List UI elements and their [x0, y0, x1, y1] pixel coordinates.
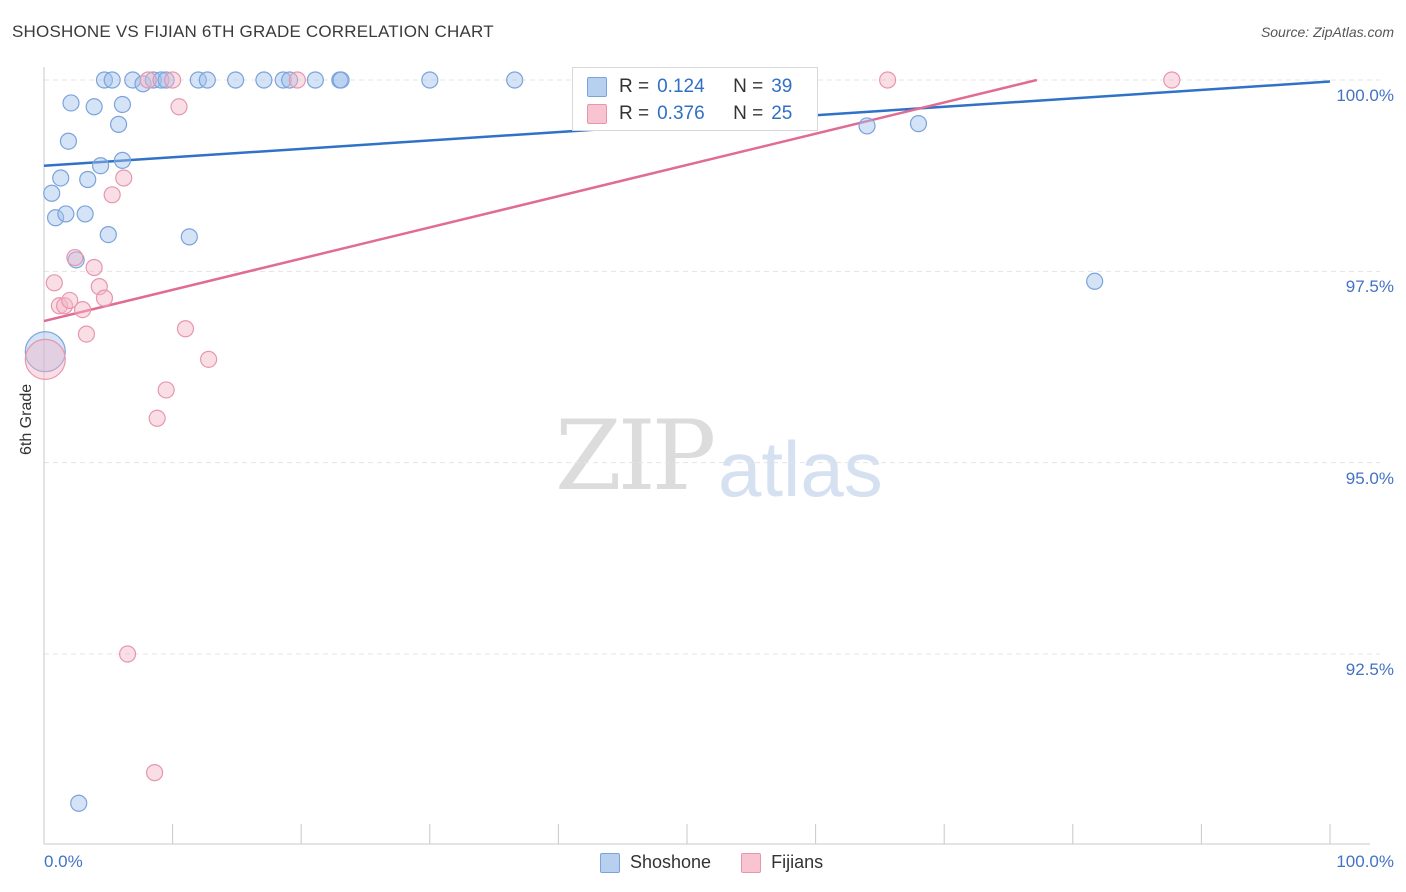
fijians-point	[115, 169, 133, 187]
legend-n-label: N =	[733, 76, 764, 97]
shoshone-point	[909, 115, 928, 133]
fijians-point	[45, 274, 63, 292]
chart-title: SHOSHONE VS FIJIAN 6TH GRADE CORRELATION…	[12, 22, 494, 41]
legend-label-shoshone: Shoshone	[630, 852, 712, 872]
shoshone-point	[198, 71, 216, 89]
shoshone-point	[79, 170, 97, 189]
shoshone-point	[99, 225, 117, 244]
legend-n-value: 25	[771, 103, 793, 124]
legend-r-value: 0.124	[657, 76, 705, 97]
shoshone-point	[421, 71, 439, 89]
fijians-point	[170, 98, 188, 116]
shoshone-point	[52, 169, 70, 187]
shoshone-point	[57, 205, 75, 223]
shoshone-point	[91, 157, 110, 175]
y-tick-label: 97.5%	[1345, 277, 1394, 297]
source-label: Source: ZipAtlas.com	[1260, 24, 1394, 40]
shoshone-point	[85, 98, 103, 116]
fijians-point	[103, 186, 121, 204]
shoshone-point	[70, 794, 88, 812]
fijians-point	[288, 71, 306, 89]
legend-n-label: N =	[733, 103, 764, 124]
shoshone-point	[227, 71, 245, 89]
shoshone-point	[255, 71, 273, 89]
fijians-point	[50, 297, 69, 315]
fijians-point	[118, 645, 137, 663]
shoshone-point	[109, 115, 128, 133]
x-tick-label-max: 100.0%	[1336, 852, 1394, 871]
shoshone-point	[858, 117, 876, 135]
fijians-point	[1163, 71, 1181, 89]
fijians-point	[157, 381, 175, 399]
legend-swatch-shoshone	[600, 852, 620, 873]
shoshone-point	[332, 71, 350, 89]
shoshone-point	[506, 71, 524, 89]
shoshone-point	[1086, 272, 1104, 290]
data-points	[24, 71, 1181, 812]
legend-swatch-fijians	[587, 104, 607, 124]
fijians-point	[24, 338, 66, 380]
fijians-point	[73, 301, 92, 319]
y-tick-label: 100.0%	[1336, 86, 1394, 105]
shoshone-point	[113, 95, 132, 114]
fijians-point	[85, 258, 103, 277]
fijians-point	[95, 289, 114, 307]
fijians-point	[77, 325, 96, 343]
fijians-point	[148, 409, 166, 427]
watermark-atlas: atlas	[718, 425, 883, 513]
y-tick-label: 92.5%	[1345, 660, 1394, 679]
fijians-point	[66, 248, 84, 267]
fijians-point	[61, 291, 79, 310]
grid-lines	[44, 79, 1380, 655]
fijians-point	[879, 71, 897, 89]
legend-r-label: R =	[619, 103, 650, 124]
legend-swatch-fijians	[741, 852, 762, 873]
legend-swatch-shoshone	[587, 77, 607, 97]
legend-label-fijians: Fijians	[771, 852, 824, 872]
shoshone-point	[103, 71, 121, 89]
shoshone-point	[46, 209, 65, 227]
fijians-point	[139, 71, 157, 89]
watermark-zip: ZIP	[555, 400, 716, 512]
y-tick-label: 95.0%	[1345, 468, 1394, 488]
shoshone-point	[59, 132, 78, 150]
legend-row-fijians: R = 0.376 N = 25	[587, 103, 792, 125]
fijians-point	[145, 764, 164, 782]
legend-r-label: R =	[619, 76, 650, 97]
stats-legend: R = 0.124 N = 39 R = 0.376 N = 25	[572, 67, 818, 131]
legend-r-value: 0.376	[657, 103, 705, 124]
axes	[43, 67, 1370, 845]
y-axis-label: 6th Grade	[18, 383, 35, 455]
shoshone-point	[180, 228, 198, 246]
legend-item-shoshone[interactable]: Shoshone	[600, 852, 711, 873]
legend-row-shoshone: R = 0.124 N = 39	[587, 76, 792, 98]
shoshone-point	[157, 71, 175, 89]
shoshone-point	[274, 71, 292, 89]
fijians-point	[176, 320, 195, 338]
shoshone-point	[62, 94, 80, 112]
fijians-point	[200, 350, 218, 368]
shoshone-point	[113, 151, 132, 169]
shoshone-point	[43, 184, 61, 202]
shoshone-point	[306, 71, 324, 89]
x-tick-label-min: 0.0%	[44, 852, 83, 871]
fijians-trend-line	[43, 78, 1038, 323]
legend-item-fijians[interactable]: Fijians	[741, 852, 823, 873]
legend-n-value: 39	[771, 76, 793, 97]
fijians-point	[164, 71, 182, 89]
shoshone-point	[76, 205, 94, 223]
series-legend: Shoshone Fijians	[600, 852, 853, 873]
shoshone-point	[189, 71, 207, 89]
